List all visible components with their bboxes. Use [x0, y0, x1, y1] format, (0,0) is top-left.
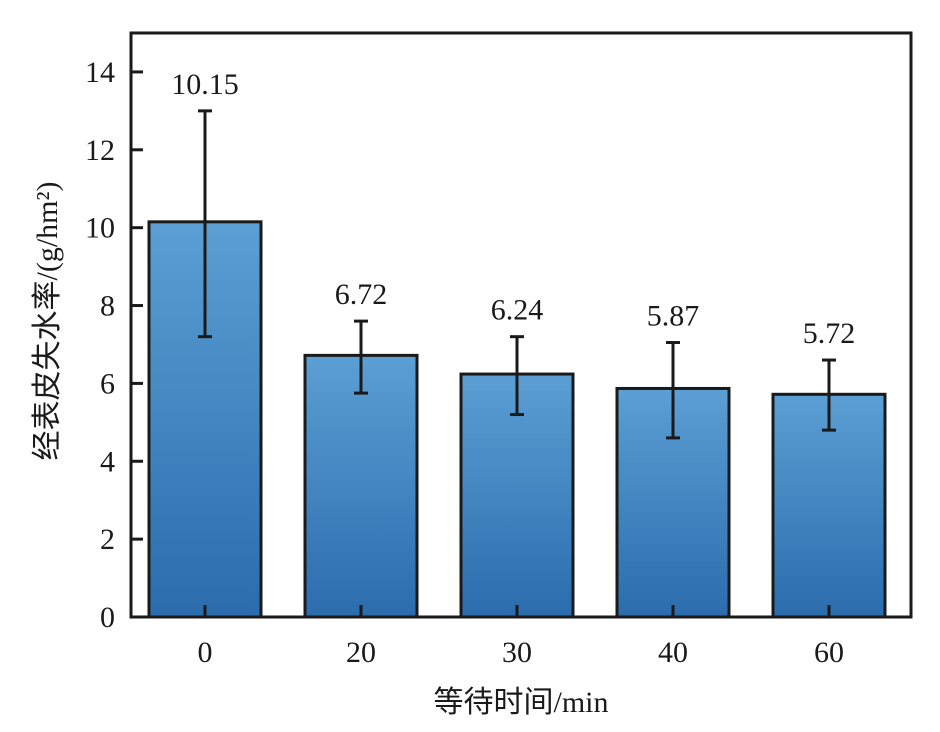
x-tick-label-40: 40	[658, 636, 688, 669]
plot-frame	[129, 31, 913, 619]
error-bar-60	[822, 358, 836, 432]
y-tick-label-8: 8	[100, 290, 115, 323]
x-tick-label-30: 30	[502, 636, 532, 669]
data-label-40: 5.87	[647, 300, 700, 333]
bars-layer	[147, 220, 887, 619]
y-tick-label-6: 6	[100, 367, 115, 400]
y-tick-label-10: 10	[85, 212, 115, 245]
x-tick-label-0: 0	[198, 636, 213, 669]
bar-40	[615, 386, 731, 619]
y-axis-title: 经表皮失水率/(g/hm²)	[31, 182, 64, 461]
x-tick-label-20: 20	[346, 636, 376, 669]
x-axis-title: 等待时间/min	[433, 686, 608, 719]
data-label-20: 6.72	[335, 278, 388, 311]
y-tick-label-14: 14	[85, 56, 115, 89]
y-tick-label-0: 0	[100, 601, 115, 634]
error-bar-20	[354, 319, 368, 395]
data-label-0: 10.15	[171, 68, 239, 101]
y-axis: 0 2 4 6 8 10 12 14	[85, 56, 143, 634]
error-bar-30	[510, 335, 524, 417]
x-tick-label-60: 60	[814, 636, 844, 669]
y-tick-label-2: 2	[100, 523, 115, 556]
error-bar-40	[666, 341, 680, 440]
x-axis: 0 20 30 40 60	[198, 605, 844, 669]
data-label-60: 5.72	[803, 317, 856, 350]
bar-20	[303, 353, 419, 619]
data-labels-layer: 10.15 6.72 6.24 5.87 5.72	[171, 68, 855, 350]
data-label-30: 6.24	[491, 294, 544, 327]
error-bars-layer	[198, 109, 836, 440]
y-tick-label-4: 4	[100, 445, 115, 478]
y-tick-label-12: 12	[85, 134, 115, 167]
error-bar-0	[198, 109, 212, 339]
